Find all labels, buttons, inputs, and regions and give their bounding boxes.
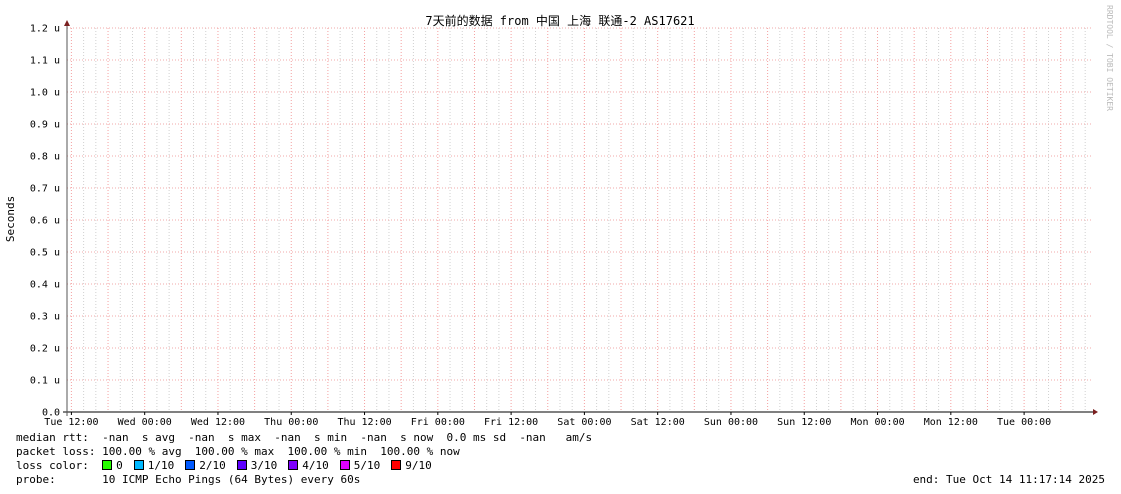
y-axis-label: Seconds	[4, 196, 17, 242]
loss-color-swatch	[236, 460, 247, 470]
median-rtt-line: median rtt: -nan s avg -nan s max -nan s…	[16, 431, 593, 444]
chart-title: 7天前的数据 from 中国 上海 联通-2 AS17621	[425, 13, 694, 28]
y-axis-ticks: 0.0 0.1 u 0.2 u 0.3 u 0.4 u 0.5 u 0.6 u 0.7 u 0.…	[30, 24, 60, 419]
loss-color-item: 9/10	[391, 459, 432, 472]
loss-color-item: 5/10	[339, 459, 381, 472]
loss-color-item: 2/10	[185, 459, 226, 472]
loss-color-item: 3/10	[236, 459, 278, 472]
loss-color-swatch	[391, 460, 402, 470]
loss-color-swatch	[288, 460, 299, 470]
loss-color-label: 5/10	[353, 459, 381, 472]
loss-color-label: loss color:	[16, 459, 103, 472]
loss-color-label: 4/10	[302, 459, 329, 472]
loss-color-label: 1/10	[147, 459, 175, 472]
y-tick-label: 1.0 u	[30, 88, 60, 99]
x-tick-label: Fri 12:00	[484, 417, 538, 428]
x-axis-ticks: Tue 12:00 Wed 00:00 Wed 12:00 Thu 00:00 Thu …	[44, 412, 1051, 428]
x-tick-label: Sun 12:00	[777, 417, 831, 428]
loss-color-item: 4/10	[288, 459, 329, 472]
x-tick-label: Wed 12:00	[191, 417, 245, 428]
packet-loss-line: packet loss: 100.00 % avg 100.00 % max 1…	[16, 445, 460, 458]
loss-color-label: 2/10	[199, 459, 226, 472]
y-tick-label: 0.4 u	[30, 280, 60, 291]
loss-color-swatch	[339, 460, 350, 470]
y-tick-label: 1.2 u	[30, 24, 60, 35]
loss-color-swatch	[102, 460, 113, 470]
y-tick-label: 0.9 u	[30, 120, 60, 131]
y-tick-label: 1.1 u	[30, 56, 60, 67]
y-tick-label: 0.0	[42, 408, 60, 419]
watermark: RRDTOOL / TOBI OETIKER	[1105, 5, 1114, 111]
x-tick-label: Wed 00:00	[118, 417, 172, 428]
x-tick-label: Tue 00:00	[997, 417, 1051, 428]
x-tick-label: Mon 12:00	[924, 417, 978, 428]
y-tick-label: 0.5 u	[30, 248, 60, 259]
y-tick-label: 0.3 u	[30, 312, 60, 323]
loss-color-label: 9/10	[405, 459, 432, 472]
y-tick-label: 0.2 u	[30, 344, 60, 355]
x-tick-label: Sat 00:00	[557, 417, 611, 428]
loss-color-label: 3/10	[250, 459, 278, 472]
y-tick-label: 0.7 u	[30, 184, 60, 195]
loss-color-swatch	[185, 460, 196, 470]
x-tick-label: Fri 00:00	[411, 417, 465, 428]
x-tick-label: Sun 00:00	[704, 417, 758, 428]
x-tick-label: Thu 00:00	[264, 417, 318, 428]
x-tick-label: Thu 12:00	[337, 417, 391, 428]
probe-line: probe: 10 ICMP Echo Pings (64 Bytes) eve…	[16, 473, 361, 486]
x-tick-label: Sat 12:00	[631, 417, 685, 428]
loss-color-legend: loss color: 0 1/10 2/10 3/10 4/10 5/10 9/10	[16, 459, 443, 473]
x-tick-label: Tue 12:00	[44, 417, 98, 428]
x-tick-label: Mon 00:00	[850, 417, 904, 428]
loss-color-item: 1/10	[133, 459, 175, 472]
loss-color-label: 0	[116, 459, 123, 472]
y-tick-label: 0.6 u	[30, 216, 60, 227]
grid	[67, 27, 1093, 412]
y-tick-label: 0.8 u	[30, 152, 60, 163]
loss-color-item: 0	[102, 459, 123, 472]
x-axis-arrow-icon	[1093, 409, 1098, 415]
loss-color-swatch	[133, 460, 144, 470]
end-time: end: Tue Oct 14 11:17:14 2025	[912, 473, 1105, 486]
y-axis-arrow-icon	[64, 20, 70, 26]
y-tick-label: 0.1 u	[30, 376, 60, 387]
